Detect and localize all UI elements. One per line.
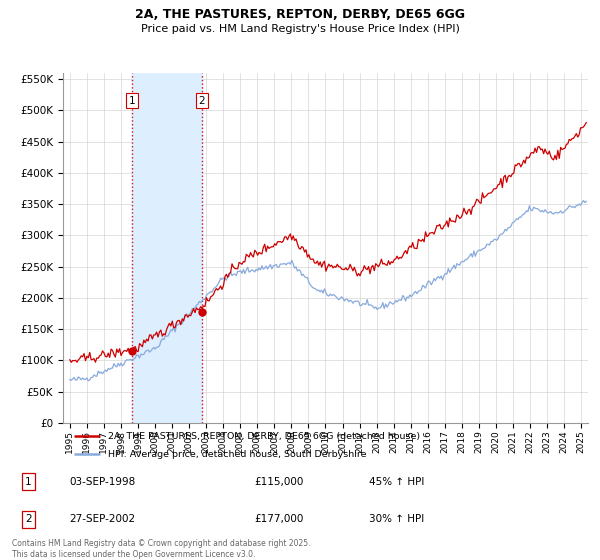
Text: HPI: Average price, detached house, South Derbyshire: HPI: Average price, detached house, Sout… bbox=[107, 450, 366, 459]
Text: 1: 1 bbox=[129, 96, 136, 106]
Bar bbox=[133, 73, 202, 423]
Text: Price paid vs. HM Land Registry's House Price Index (HPI): Price paid vs. HM Land Registry's House … bbox=[140, 24, 460, 34]
Text: £177,000: £177,000 bbox=[254, 515, 303, 524]
Text: 2: 2 bbox=[25, 515, 31, 524]
Text: 2A, THE PASTURES, REPTON, DERBY, DE65 6GG (detached house): 2A, THE PASTURES, REPTON, DERBY, DE65 6G… bbox=[107, 432, 420, 441]
Text: 27-SEP-2002: 27-SEP-2002 bbox=[70, 515, 136, 524]
Text: 2: 2 bbox=[199, 96, 205, 106]
Text: £115,000: £115,000 bbox=[254, 477, 303, 487]
Text: 45% ↑ HPI: 45% ↑ HPI bbox=[369, 477, 424, 487]
Text: Contains HM Land Registry data © Crown copyright and database right 2025.
This d: Contains HM Land Registry data © Crown c… bbox=[12, 539, 311, 559]
Text: 1: 1 bbox=[25, 477, 31, 487]
Text: 30% ↑ HPI: 30% ↑ HPI bbox=[369, 515, 424, 524]
Text: 03-SEP-1998: 03-SEP-1998 bbox=[70, 477, 136, 487]
Text: 2A, THE PASTURES, REPTON, DERBY, DE65 6GG: 2A, THE PASTURES, REPTON, DERBY, DE65 6G… bbox=[135, 8, 465, 21]
